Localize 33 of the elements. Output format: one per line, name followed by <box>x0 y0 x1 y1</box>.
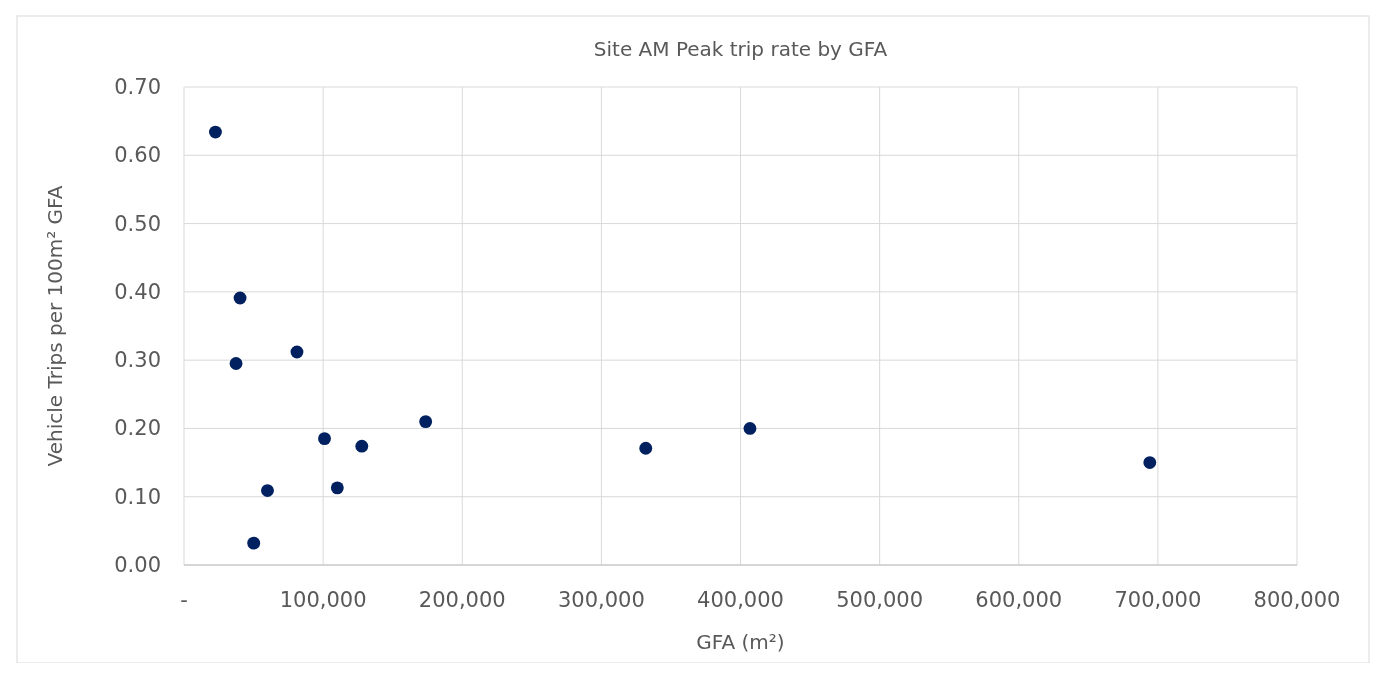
x-axis-title: GFA (m²) <box>696 630 785 654</box>
x-tick-label: 600,000 <box>975 588 1063 612</box>
point <box>261 484 274 497</box>
point <box>233 291 247 305</box>
y-tick-label: 0.30 <box>114 348 161 373</box>
x-tick-label: 200,000 <box>418 588 506 612</box>
x-tick-label: 700,000 <box>1114 588 1202 612</box>
y-tick-label: 0.40 <box>114 279 161 304</box>
point <box>247 536 261 550</box>
point <box>743 422 757 435</box>
y-tick-label: 0.60 <box>114 143 161 168</box>
y-tick-label: 0.50 <box>114 211 161 236</box>
chart-title: Site AM Peak trip rate by GFA <box>593 37 888 61</box>
point <box>290 345 304 359</box>
point <box>355 439 369 453</box>
point <box>318 432 331 446</box>
point <box>229 357 243 370</box>
x-tick-label: 800,000 <box>1253 588 1341 612</box>
y-tick-label: 0.20 <box>114 416 161 441</box>
x-tick-label: 400,000 <box>697 588 784 612</box>
x-tick-label: 300,000 <box>557 588 645 612</box>
x-tick-label: 500,000 <box>836 588 924 612</box>
x-tick-label: 100,000 <box>279 588 367 612</box>
point <box>209 125 222 139</box>
point <box>639 441 653 455</box>
point <box>419 415 433 429</box>
y-tick-label: 0.70 <box>114 75 161 99</box>
point <box>1143 456 1157 469</box>
point <box>330 481 344 495</box>
x-tick-label: - <box>180 588 188 612</box>
y-axis-title: Vehicle Trips per 100m² GFA <box>43 185 67 467</box>
y-tick-label: 0.00 <box>114 553 161 577</box>
y-tick-label: 0.10 <box>114 484 161 509</box>
